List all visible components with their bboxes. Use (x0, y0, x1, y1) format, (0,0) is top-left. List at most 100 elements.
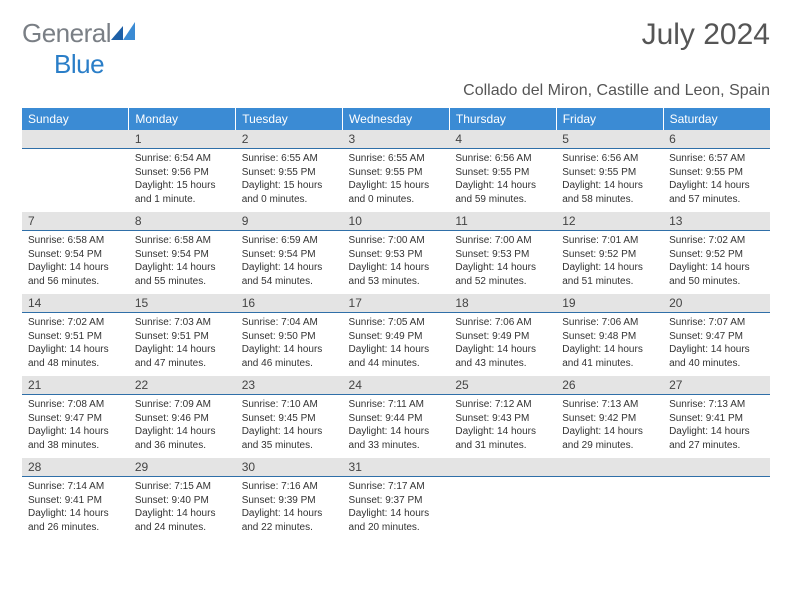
sun-info-line: Daylight: 14 hours (562, 179, 657, 193)
day-data-cell: Sunrise: 7:03 AMSunset: 9:51 PMDaylight:… (129, 313, 236, 377)
sun-info-line: Sunset: 9:55 PM (669, 166, 764, 180)
day-data-row: Sunrise: 7:08 AMSunset: 9:47 PMDaylight:… (22, 395, 770, 459)
day-data-cell: Sunrise: 7:07 AMSunset: 9:47 PMDaylight:… (663, 313, 770, 377)
sun-info-line: Sunset: 9:42 PM (562, 412, 657, 426)
sun-info-line: Daylight: 14 hours (242, 507, 337, 521)
sun-info-line: Sunset: 9:48 PM (562, 330, 657, 344)
sun-info-line: Sunset: 9:50 PM (242, 330, 337, 344)
sun-info-line: Daylight: 14 hours (349, 507, 444, 521)
date-number-cell: 25 (449, 376, 556, 395)
day-data-cell: Sunrise: 6:54 AMSunset: 9:56 PMDaylight:… (129, 149, 236, 213)
sun-info-line: Sunset: 9:41 PM (669, 412, 764, 426)
day-data-cell: Sunrise: 7:13 AMSunset: 9:42 PMDaylight:… (556, 395, 663, 459)
sun-info-line: and 20 minutes. (349, 521, 444, 535)
date-number-cell: 4 (449, 130, 556, 149)
date-number-cell: 6 (663, 130, 770, 149)
sun-info-line: Daylight: 14 hours (669, 425, 764, 439)
day-data-cell: Sunrise: 7:02 AMSunset: 9:51 PMDaylight:… (22, 313, 129, 377)
sun-info-line: Sunset: 9:40 PM (135, 494, 230, 508)
date-number-cell: 26 (556, 376, 663, 395)
sun-info-line: Sunrise: 6:55 AM (242, 152, 337, 166)
day-data-cell: Sunrise: 7:15 AMSunset: 9:40 PMDaylight:… (129, 477, 236, 541)
sun-info-line: Sunrise: 6:57 AM (669, 152, 764, 166)
sun-info-line: Sunrise: 6:56 AM (455, 152, 550, 166)
sun-info-line: Sunset: 9:43 PM (455, 412, 550, 426)
date-number-cell (449, 458, 556, 477)
sun-info-line: and 27 minutes. (669, 439, 764, 453)
sun-info-line: Daylight: 14 hours (455, 343, 550, 357)
sun-info-line: Daylight: 14 hours (349, 261, 444, 275)
day-data-cell: Sunrise: 7:06 AMSunset: 9:49 PMDaylight:… (449, 313, 556, 377)
day-data-cell (556, 477, 663, 541)
sun-info-line: and 52 minutes. (455, 275, 550, 289)
sun-info-line: Sunset: 9:49 PM (349, 330, 444, 344)
sun-info-line: Sunset: 9:51 PM (28, 330, 123, 344)
day-data-cell: Sunrise: 7:12 AMSunset: 9:43 PMDaylight:… (449, 395, 556, 459)
date-number-cell: 30 (236, 458, 343, 477)
sun-info-line: and 41 minutes. (562, 357, 657, 371)
sun-info-line: and 53 minutes. (349, 275, 444, 289)
day-data-cell: Sunrise: 6:58 AMSunset: 9:54 PMDaylight:… (22, 231, 129, 295)
sun-info-line: Sunrise: 7:07 AM (669, 316, 764, 330)
day-data-cell (449, 477, 556, 541)
date-number-cell: 3 (343, 130, 450, 149)
date-number-cell: 9 (236, 212, 343, 231)
day-data-cell: Sunrise: 7:16 AMSunset: 9:39 PMDaylight:… (236, 477, 343, 541)
sun-info-line: Sunrise: 6:58 AM (28, 234, 123, 248)
day-data-cell: Sunrise: 7:13 AMSunset: 9:41 PMDaylight:… (663, 395, 770, 459)
date-number-cell: 19 (556, 294, 663, 313)
logo-text-b: Blue (54, 49, 104, 79)
sun-info-line: Daylight: 14 hours (135, 261, 230, 275)
sun-info-line: Daylight: 14 hours (242, 425, 337, 439)
day-data-cell: Sunrise: 7:05 AMSunset: 9:49 PMDaylight:… (343, 313, 450, 377)
day-data-cell: Sunrise: 7:00 AMSunset: 9:53 PMDaylight:… (343, 231, 450, 295)
day-data-cell: Sunrise: 6:56 AMSunset: 9:55 PMDaylight:… (556, 149, 663, 213)
day-data-cell: Sunrise: 7:11 AMSunset: 9:44 PMDaylight:… (343, 395, 450, 459)
day-data-cell: Sunrise: 7:08 AMSunset: 9:47 PMDaylight:… (22, 395, 129, 459)
sun-info-line: Sunrise: 6:54 AM (135, 152, 230, 166)
sun-info-line: Sunset: 9:53 PM (455, 248, 550, 262)
sun-info-line: Sunset: 9:49 PM (455, 330, 550, 344)
sun-info-line: Daylight: 14 hours (135, 507, 230, 521)
sun-info-line: Sunrise: 7:02 AM (669, 234, 764, 248)
sun-info-line: Sunset: 9:37 PM (349, 494, 444, 508)
sun-info-line: and 0 minutes. (242, 193, 337, 207)
date-number-cell: 31 (343, 458, 450, 477)
date-number-cell: 11 (449, 212, 556, 231)
sun-info-line: Sunrise: 7:00 AM (455, 234, 550, 248)
sun-info-line: Sunrise: 7:06 AM (562, 316, 657, 330)
sun-info-line: Sunset: 9:41 PM (28, 494, 123, 508)
day-header: Monday (129, 108, 236, 130)
day-data-cell: Sunrise: 7:02 AMSunset: 9:52 PMDaylight:… (663, 231, 770, 295)
sun-info-line: and 29 minutes. (562, 439, 657, 453)
date-number-cell: 2 (236, 130, 343, 149)
sun-info-line: and 58 minutes. (562, 193, 657, 207)
date-number-cell: 28 (22, 458, 129, 477)
date-number-cell: 22 (129, 376, 236, 395)
sun-info-line: Sunset: 9:54 PM (242, 248, 337, 262)
page-title: July 2024 (642, 18, 770, 52)
sun-info-line: and 44 minutes. (349, 357, 444, 371)
date-number-row: 14151617181920 (22, 294, 770, 313)
sun-info-line: Sunset: 9:52 PM (669, 248, 764, 262)
date-number-cell: 20 (663, 294, 770, 313)
date-number-cell: 5 (556, 130, 663, 149)
logo-text-a: General (22, 18, 111, 48)
day-header: Tuesday (236, 108, 343, 130)
sun-info-line: Sunset: 9:54 PM (135, 248, 230, 262)
sun-info-line: and 22 minutes. (242, 521, 337, 535)
location-subtitle: Collado del Miron, Castille and Leon, Sp… (22, 82, 770, 100)
day-data-cell: Sunrise: 7:01 AMSunset: 9:52 PMDaylight:… (556, 231, 663, 295)
day-data-cell: Sunrise: 6:55 AMSunset: 9:55 PMDaylight:… (343, 149, 450, 213)
sun-info-line: Sunrise: 6:55 AM (349, 152, 444, 166)
date-number-cell: 1 (129, 130, 236, 149)
date-number-cell: 13 (663, 212, 770, 231)
sun-info-line: Sunrise: 6:56 AM (562, 152, 657, 166)
date-number-cell: 23 (236, 376, 343, 395)
sun-info-line: Sunset: 9:51 PM (135, 330, 230, 344)
sun-info-line: Sunset: 9:56 PM (135, 166, 230, 180)
day-header: Sunday (22, 108, 129, 130)
sun-info-line: Sunrise: 7:13 AM (669, 398, 764, 412)
sun-info-line: Daylight: 14 hours (562, 425, 657, 439)
logo: GeneralBlue (22, 18, 135, 80)
